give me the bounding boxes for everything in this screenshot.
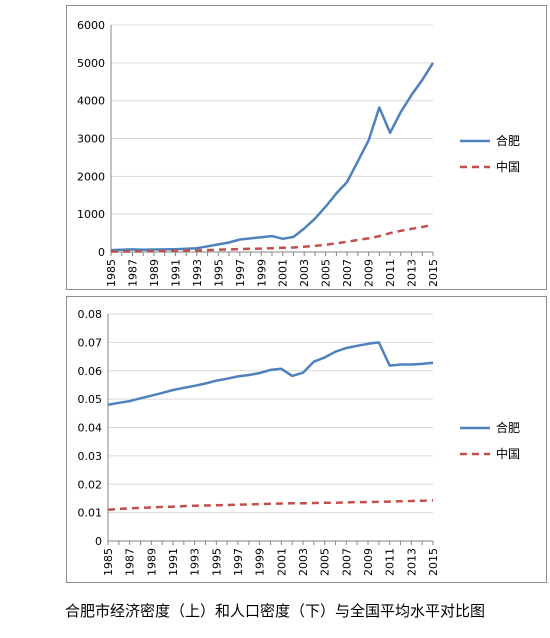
x-tick-label: 2005 [319,548,332,576]
x-tick-label: 2011 [384,548,397,576]
x-tick-label: 1985 [102,548,115,576]
legend-label-hefei: 合肥 [496,420,520,435]
y-tick-label: 6000 [77,19,105,32]
y-tick-label: 0.03 [78,450,103,463]
x-tick-label: 1993 [191,259,204,287]
series-line-china [110,223,434,253]
y-tick-label: 4000 [77,95,105,108]
x-tick-label: 2003 [298,259,311,287]
x-tick-label: 2013 [406,259,419,287]
x-tick-label: 2001 [277,259,290,287]
x-tick-label: 2009 [362,548,375,576]
x-tick-label: 1991 [167,548,180,576]
x-tick-label: 2003 [297,548,310,576]
y-tick-label: 0.04 [78,422,103,435]
y-tick-label: 0.06 [78,365,103,378]
x-tick-label: 1995 [212,259,225,287]
y-tick-label: 0.02 [78,478,103,491]
x-tick-label: 1995 [210,548,223,576]
x-tick-label: 2011 [384,259,397,287]
x-tick-label: 1989 [145,548,158,576]
y-tick-label: 5000 [77,57,105,70]
y-tick-label: 3000 [77,133,105,146]
series-line-hefei [107,341,434,407]
x-tick-label: 2007 [340,548,353,576]
series-line-china [107,499,434,512]
y-tick-label: 0 [95,535,102,548]
x-tick-label: 1999 [254,548,267,576]
x-tick-label: 1985 [105,259,118,287]
legend-label-china: 中国 [496,446,520,461]
legend-label-china: 中国 [496,159,520,174]
legend-label-hefei: 合肥 [496,133,520,148]
x-tick-label: 1989 [148,259,161,287]
x-tick-label: 1997 [232,548,245,576]
y-tick-label: 2000 [77,170,105,183]
x-tick-label: 1997 [234,259,247,287]
figure-caption: 合肥市经济密度（上）和人口密度（下）与全国平均水平对比图 [64,602,485,620]
x-tick-label: 2005 [320,259,333,287]
population-density-chart: 0 0.01 0.02 0.03 0.04 0.05 0.06 0.07 0.08 1985 198… [78,308,521,576]
x-tick-label: 1993 [189,548,202,576]
x-tick-label: 2013 [405,548,418,576]
x-tick-label: 2015 [427,548,440,576]
y-tick-label: 0.01 [78,507,103,520]
x-tick-label: 1987 [124,548,137,576]
y-tick-label: 0.05 [78,393,103,406]
x-tick-label: 1987 [126,259,139,287]
chart-panel-population-density: 0 0.01 0.02 0.03 0.04 0.05 0.06 0.07 0.08 1985 198… [66,296,547,583]
series-line-hefei [110,62,435,252]
x-tick-label: 2001 [275,548,288,576]
x-tick-label: 1999 [255,259,268,287]
y-tick-label: 0.07 [78,336,103,349]
x-tick-label: 2015 [427,259,440,287]
economic-density-chart: 0 1000 2000 3000 4000 5000 6000 1985 1987 1989 199… [77,19,520,287]
x-tick-label: 2009 [363,259,376,287]
y-tick-label: 0 [98,246,105,259]
y-tick-label: 1000 [77,208,105,221]
y-tick-label: 0.08 [78,308,103,321]
chart-panel-economic-density: 0 1000 2000 3000 4000 5000 6000 1985 1987 1989 199… [66,5,547,290]
x-tick-label: 1991 [169,259,182,287]
x-tick-label: 2007 [341,259,354,287]
